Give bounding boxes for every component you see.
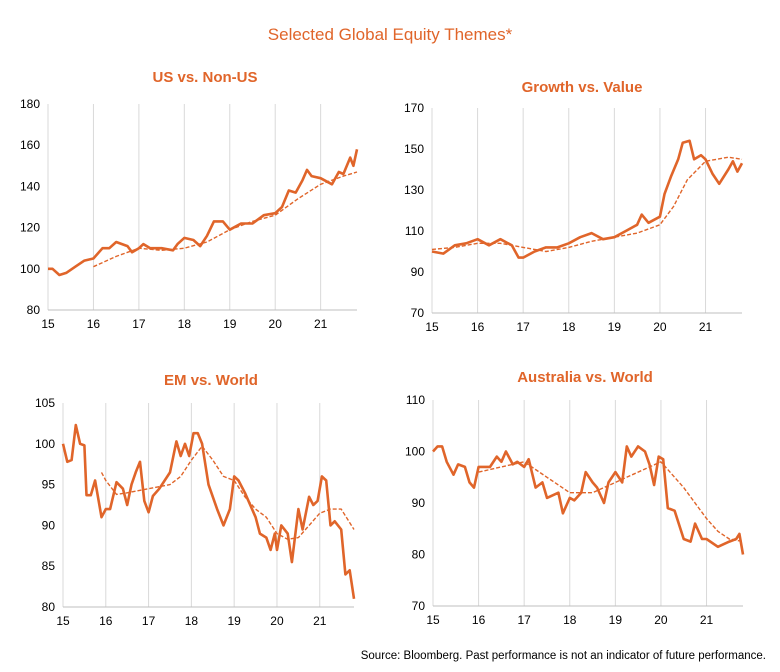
x-tick-label: 16	[87, 317, 101, 331]
x-tick-label: 15	[426, 613, 440, 627]
x-tick-label: 16	[99, 614, 113, 628]
y-tick-label: 70	[412, 599, 426, 613]
y-tick-label: 100	[20, 262, 40, 276]
data-line	[432, 445, 745, 555]
panel-title: Growth vs. Value	[522, 79, 643, 96]
x-tick-label: 21	[699, 320, 713, 334]
x-tick-label: 20	[270, 614, 284, 628]
y-tick-label: 85	[42, 559, 56, 573]
x-tick-label: 21	[700, 613, 714, 627]
x-tick-label: 16	[472, 613, 486, 627]
data-line	[431, 139, 744, 259]
y-tick-label: 80	[42, 600, 56, 614]
data-line	[93, 171, 358, 268]
x-tick-label: 20	[653, 320, 667, 334]
x-tick-label: 19	[227, 614, 241, 628]
x-tick-label: 21	[313, 614, 327, 628]
y-tick-label: 80	[412, 548, 426, 562]
x-tick-label: 18	[563, 613, 577, 627]
data-line	[478, 461, 744, 543]
x-tick-label: 17	[516, 320, 530, 334]
x-tick-label: 16	[471, 320, 485, 334]
y-tick-label: 130	[404, 183, 424, 197]
y-tick-label: 70	[411, 306, 425, 320]
x-tick-label: 19	[609, 613, 623, 627]
y-tick-label: 90	[412, 496, 426, 510]
y-tick-label: 160	[20, 138, 40, 152]
y-tick-label: 180	[20, 97, 40, 111]
x-tick-label: 15	[41, 317, 55, 331]
data-line	[431, 156, 743, 253]
panel-title: US vs. Non-US	[152, 69, 257, 86]
x-tick-label: 17	[142, 614, 156, 628]
x-tick-label: 15	[425, 320, 439, 334]
y-tick-label: 105	[35, 396, 55, 410]
panel-title: EM vs. World	[164, 372, 258, 389]
main-title: Selected Global Equity Themes*	[268, 25, 513, 44]
x-tick-label: 19	[223, 317, 237, 331]
x-tick-label: 21	[314, 317, 328, 331]
data-line	[48, 149, 359, 277]
x-tick-label: 20	[269, 317, 283, 331]
x-tick-label: 18	[178, 317, 192, 331]
source-note: Source: Bloomberg. Past performance is n…	[361, 650, 766, 662]
y-tick-label: 90	[411, 265, 425, 279]
x-tick-label: 18	[185, 614, 199, 628]
x-tick-label: 18	[562, 320, 576, 334]
y-tick-label: 80	[27, 303, 41, 317]
data-line	[61, 423, 356, 599]
x-tick-label: 17	[517, 613, 531, 627]
y-tick-label: 120	[20, 221, 40, 235]
x-tick-label: 20	[654, 613, 668, 627]
y-tick-label: 170	[404, 101, 424, 115]
panel-title: Australia vs. World	[517, 369, 653, 386]
y-tick-label: 100	[405, 445, 425, 459]
y-tick-label: 110	[406, 393, 425, 407]
y-tick-label: 140	[20, 179, 40, 193]
x-tick-label: 17	[132, 317, 146, 331]
y-tick-label: 110	[405, 224, 424, 238]
y-tick-label: 90	[42, 518, 56, 532]
y-tick-label: 150	[404, 142, 424, 156]
data-line	[100, 445, 355, 540]
y-tick-label: 95	[42, 478, 56, 492]
y-tick-label: 100	[35, 437, 55, 451]
x-tick-label: 19	[608, 320, 622, 334]
x-tick-label: 15	[56, 614, 70, 628]
